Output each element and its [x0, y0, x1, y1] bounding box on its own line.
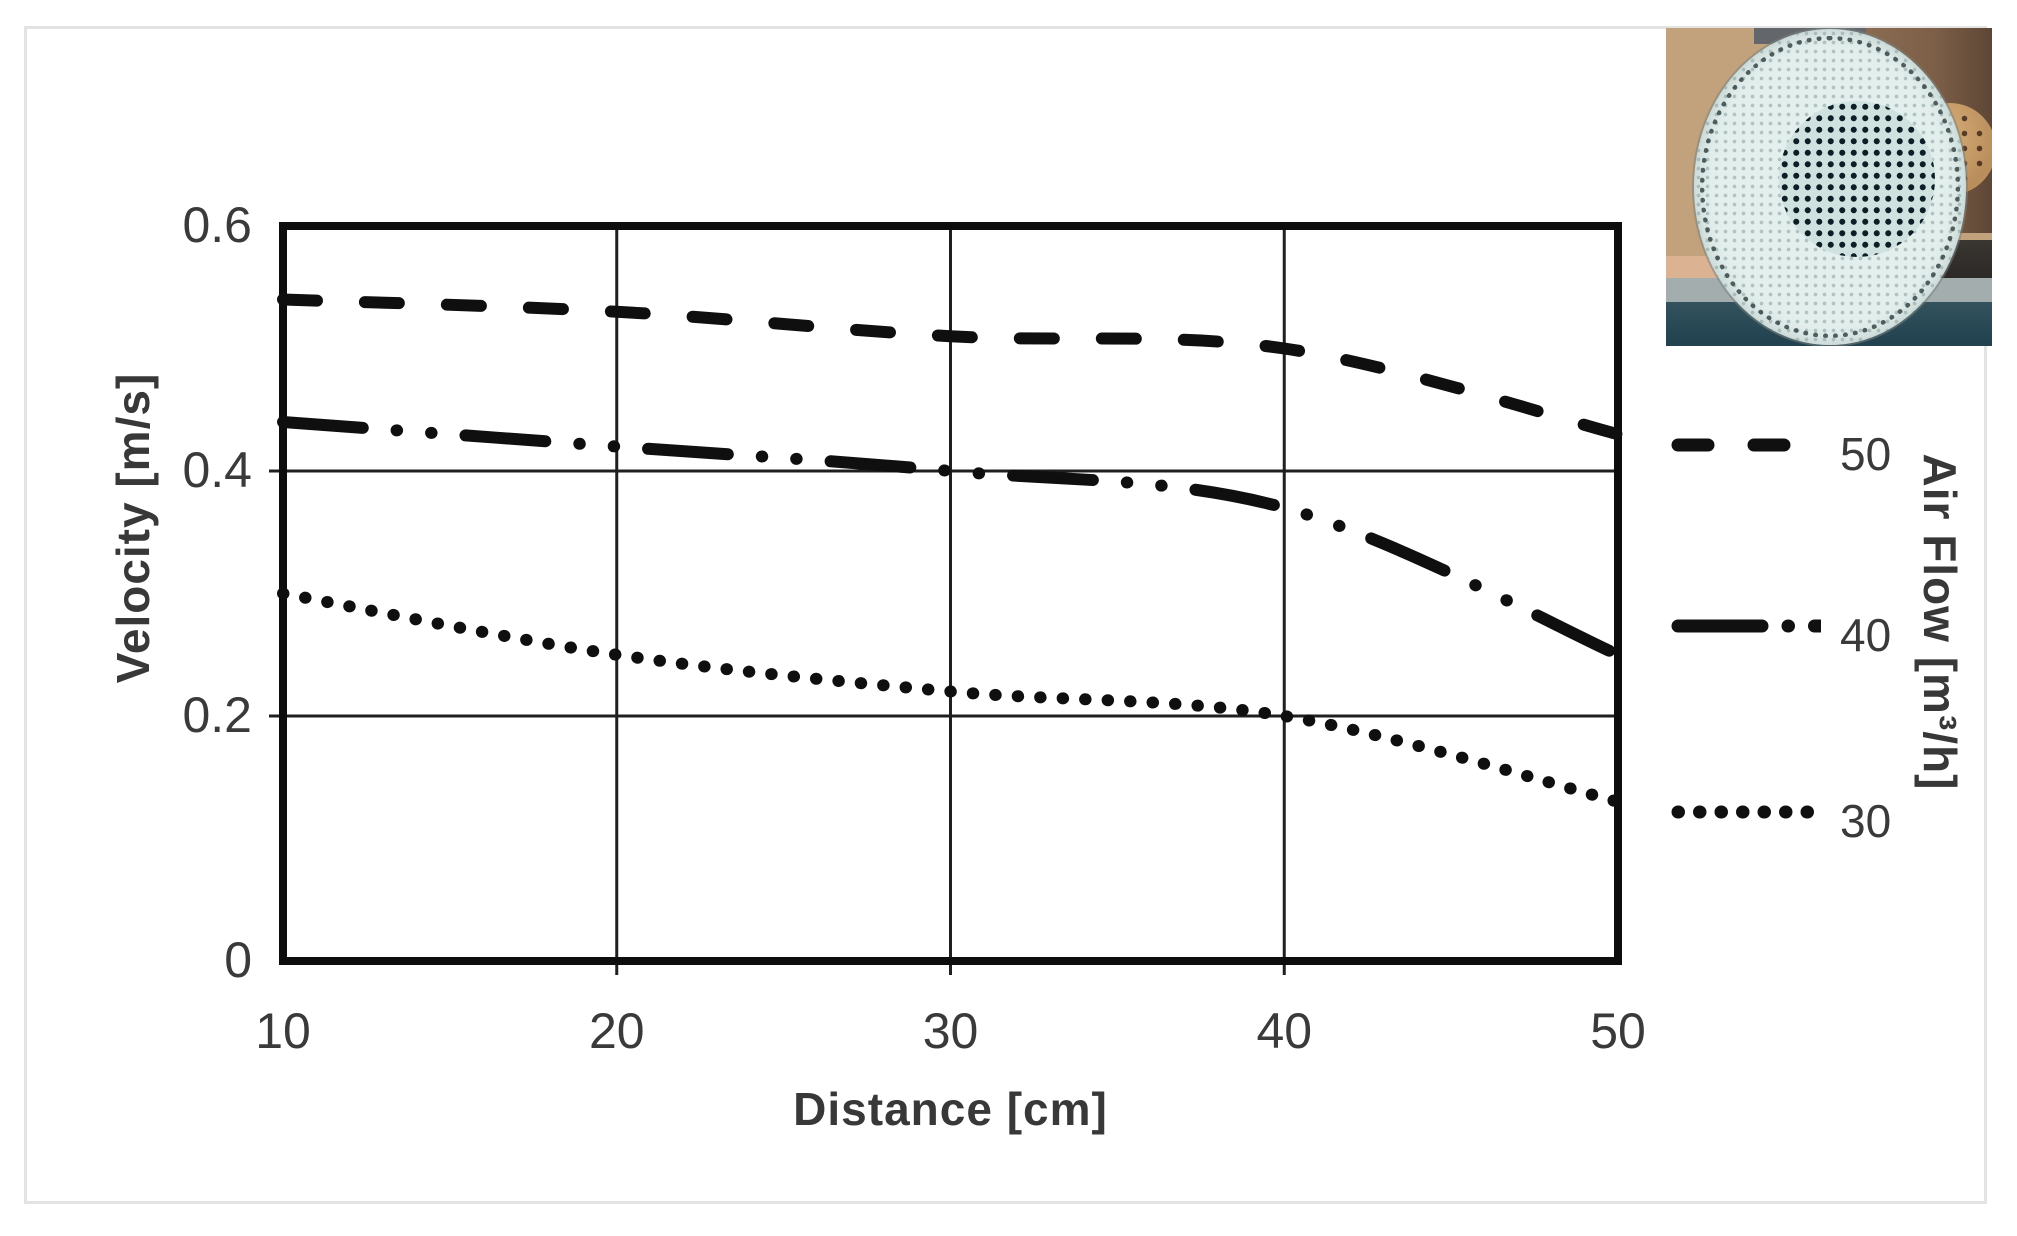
legend-dash-sample — [1671, 438, 1821, 452]
x-tick-label: 50 — [1590, 1003, 1646, 1059]
y-tick-label: 0 — [224, 932, 252, 988]
diffuser-core-holes — [1779, 101, 1935, 257]
y-tick-label: 0.2 — [182, 687, 252, 743]
x-tick-label: 40 — [1256, 1003, 1312, 1059]
y-tick-label: 0.6 — [182, 197, 252, 253]
legend-item-30: 30 — [1671, 795, 1931, 847]
y-tick-label: 0.4 — [182, 442, 252, 498]
diffuser-plate — [1694, 29, 1966, 345]
diffuser-rim-holes — [1700, 36, 1960, 338]
legend-label: 40 — [1840, 609, 1892, 661]
series-line-30 — [277, 587, 1624, 808]
legend-item-40: 40 — [1671, 609, 1931, 661]
legend-label: 30 — [1840, 795, 1892, 847]
x-axis-title: Distance [cm] — [793, 1083, 1108, 1135]
x-tick-label: 30 — [923, 1003, 979, 1059]
x-tick-label: 10 — [255, 1003, 311, 1059]
y-axis-title: Velocity [m/s] — [107, 372, 159, 684]
legend-label: 50 — [1840, 428, 1892, 480]
series-line-40 — [277, 416, 1624, 661]
legend-title: Air Flow [m³/h] — [1914, 453, 1966, 791]
legend-dot-sample — [1671, 805, 1821, 819]
diffuser-photo — [1666, 28, 1992, 346]
legend-dashdot-sample — [1671, 619, 1821, 633]
legend-item-50: 50 — [1671, 428, 1931, 480]
x-tick-label: 20 — [589, 1003, 645, 1059]
series-line-50 — [277, 293, 1624, 441]
